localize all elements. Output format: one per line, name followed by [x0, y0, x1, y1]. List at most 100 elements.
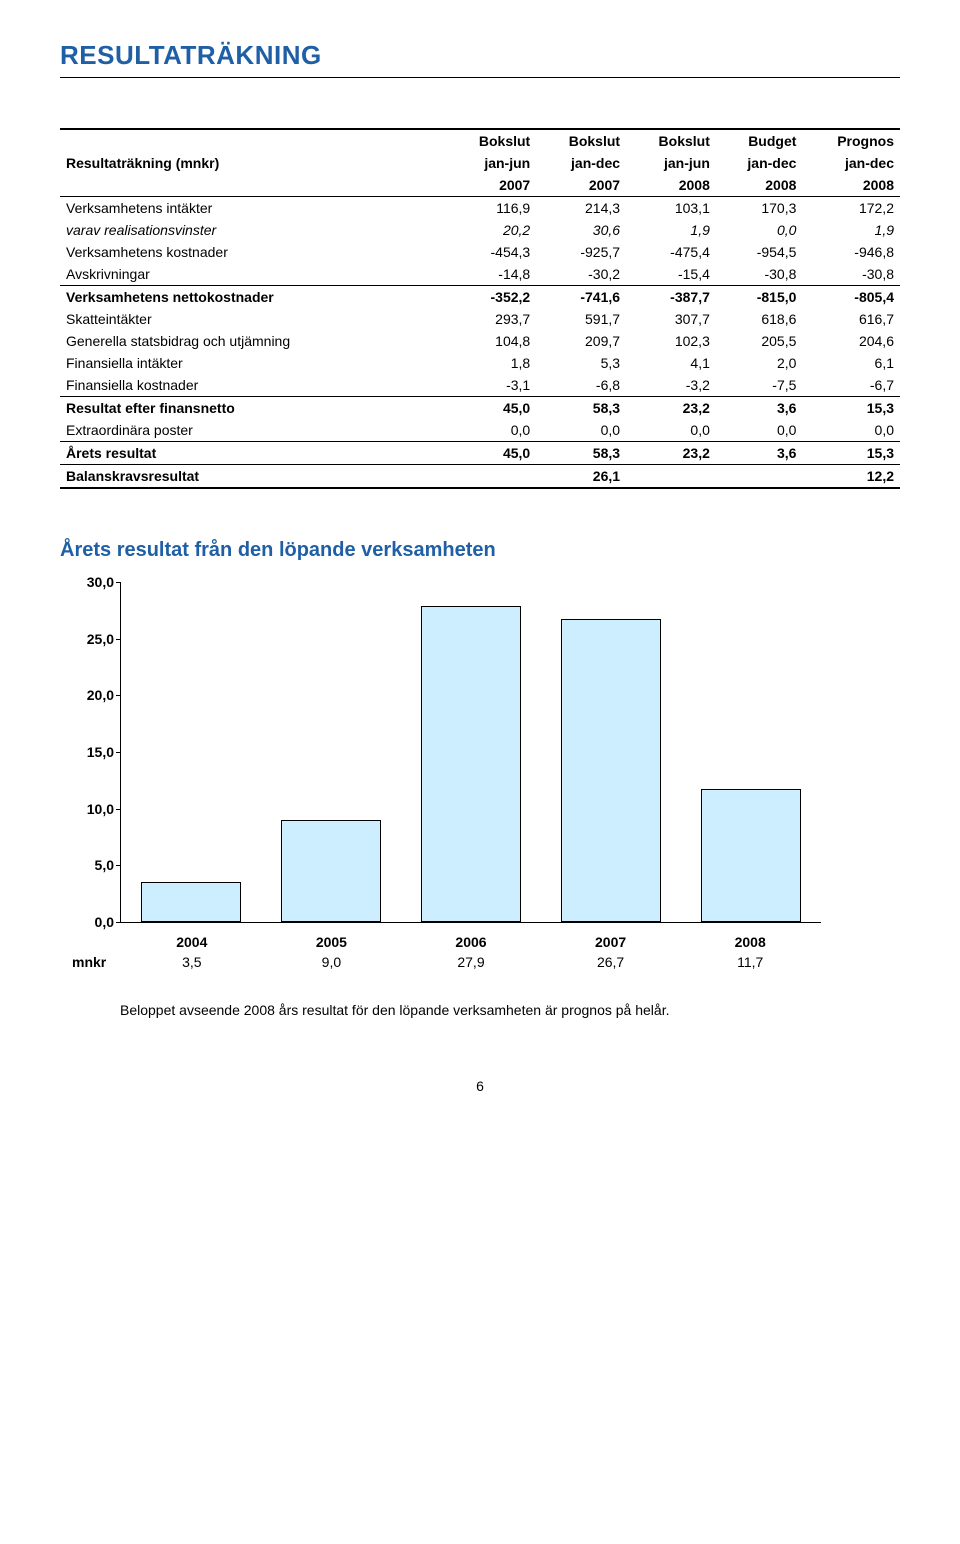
col-header: jan-dec — [536, 152, 626, 174]
cell: -3,2 — [626, 374, 716, 397]
col-header: 2008 — [802, 174, 900, 197]
cell: 20,2 — [446, 219, 536, 241]
cell: 591,7 — [536, 308, 626, 330]
cell: -14,8 — [446, 263, 536, 286]
cell: 0,0 — [716, 219, 803, 241]
cell: -30,8 — [716, 263, 803, 286]
x-value: 27,9 — [401, 952, 541, 972]
cell: 15,3 — [802, 442, 900, 465]
page-number: 6 — [60, 1078, 900, 1094]
cell — [446, 465, 536, 489]
col-header: 2007 — [446, 174, 536, 197]
col-header: jan-dec — [716, 152, 803, 174]
cell: 15,3 — [802, 397, 900, 420]
cell: -946,8 — [802, 241, 900, 263]
table-row: Generella statsbidrag och utjämning104,8… — [60, 330, 900, 352]
x-value: 9,0 — [262, 952, 402, 972]
cell: -475,4 — [626, 241, 716, 263]
row-label: Generella statsbidrag och utjämning — [60, 330, 446, 352]
row-label: Verksamhetens kostnader — [60, 241, 446, 263]
cell: 170,3 — [716, 197, 803, 220]
table-row: Verksamhetens intäkter116,9214,3103,1170… — [60, 197, 900, 220]
chart-footnote: Beloppet avseende 2008 års resultat för … — [120, 1002, 900, 1018]
y-tick — [116, 695, 121, 696]
cell: 0,0 — [626, 419, 716, 442]
cell: -954,5 — [716, 241, 803, 263]
row-label: Verksamhetens intäkter — [60, 197, 446, 220]
cell: -925,7 — [536, 241, 626, 263]
table-row: Balanskravsresultat26,112,2 — [60, 465, 900, 489]
row-label: Extraordinära poster — [60, 419, 446, 442]
cell: 23,2 — [626, 442, 716, 465]
cell: 103,1 — [626, 197, 716, 220]
cell: 3,6 — [716, 442, 803, 465]
cell: 45,0 — [446, 442, 536, 465]
table-row: Resultat efter finansnetto45,058,323,23,… — [60, 397, 900, 420]
x-category: 2006 — [401, 932, 541, 952]
cell: 1,9 — [626, 219, 716, 241]
col-header: Prognos — [802, 129, 900, 152]
cell: -30,2 — [536, 263, 626, 286]
col-header: jan-jun — [626, 152, 716, 174]
table-row: Årets resultat45,058,323,23,615,3 — [60, 442, 900, 465]
col-header: jan-jun — [446, 152, 536, 174]
cell: 58,3 — [536, 442, 626, 465]
bar — [281, 820, 381, 922]
cell: -30,8 — [802, 263, 900, 286]
title-rule — [60, 77, 900, 78]
table-row: varav realisationsvinster20,230,61,90,01… — [60, 219, 900, 241]
row-label: Finansiella intäkter — [60, 352, 446, 374]
col-header: 2008 — [626, 174, 716, 197]
cell: 2,0 — [716, 352, 803, 374]
x-value: 11,7 — [680, 952, 820, 972]
y-tick — [116, 582, 121, 583]
row-label: Resultat efter finansnetto — [60, 397, 446, 420]
cell: 0,0 — [716, 419, 803, 442]
x-category: 2005 — [262, 932, 402, 952]
table-row: Finansiella kostnader-3,1-6,8-3,2-7,5-6,… — [60, 374, 900, 397]
cell: -805,4 — [802, 286, 900, 309]
col-header: 2007 — [536, 174, 626, 197]
cell: -387,7 — [626, 286, 716, 309]
cell: 204,6 — [802, 330, 900, 352]
col-header — [60, 174, 446, 197]
cell: 4,1 — [626, 352, 716, 374]
x-category: 2004 — [122, 932, 262, 952]
row-label-header — [60, 129, 446, 152]
cell: -454,3 — [446, 241, 536, 263]
bar — [141, 882, 241, 922]
row-label: varav realisationsvinster — [60, 219, 446, 241]
bar — [561, 619, 661, 922]
cell: 172,2 — [802, 197, 900, 220]
result-table: BokslutBokslutBokslutBudgetPrognosResult… — [60, 128, 900, 489]
x-category: 2007 — [541, 932, 681, 952]
cell: 30,6 — [536, 219, 626, 241]
y-axis-label: 25,0 — [87, 631, 114, 647]
row-label: Avskrivningar — [60, 263, 446, 286]
x-value: 26,7 — [541, 952, 681, 972]
cell: 618,6 — [716, 308, 803, 330]
cell: 45,0 — [446, 397, 536, 420]
cell: -3,1 — [446, 374, 536, 397]
table-row: Verksamhetens kostnader-454,3-925,7-475,… — [60, 241, 900, 263]
x-value: 3,5 — [122, 952, 262, 972]
cell: 0,0 — [536, 419, 626, 442]
col-header: Budget — [716, 129, 803, 152]
cell: 0,0 — [446, 419, 536, 442]
cell: 307,7 — [626, 308, 716, 330]
table-row: Verksamhetens nettokostnader-352,2-741,6… — [60, 286, 900, 309]
y-tick — [116, 865, 121, 866]
cell: -352,2 — [446, 286, 536, 309]
table-row: Finansiella intäkter1,85,34,12,06,1 — [60, 352, 900, 374]
row-label: Balanskravsresultat — [60, 465, 446, 489]
cell: 6,1 — [802, 352, 900, 374]
x-category: 2008 — [680, 932, 820, 952]
y-tick — [116, 809, 121, 810]
row-label-header: Resultaträkning (mnkr) — [60, 152, 446, 174]
bar-chart: 0,05,010,015,020,025,030,0 2004200520062… — [70, 582, 830, 982]
row-label: Skatteintäkter — [60, 308, 446, 330]
row-label: Årets resultat — [60, 442, 446, 465]
col-header: 2008 — [716, 174, 803, 197]
cell: -741,6 — [536, 286, 626, 309]
col-header: Bokslut — [446, 129, 536, 152]
